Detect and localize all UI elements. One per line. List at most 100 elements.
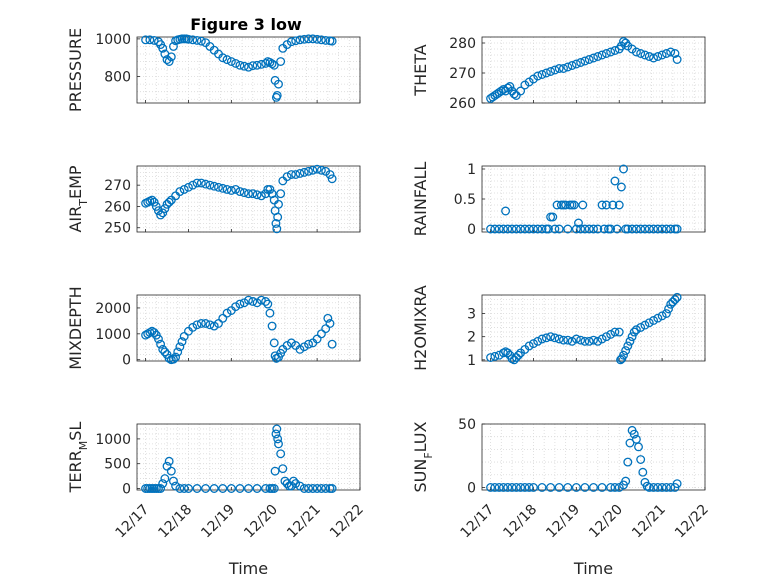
data-point bbox=[533, 71, 543, 81]
data-point bbox=[304, 484, 313, 493]
data-point bbox=[661, 224, 671, 234]
data-point bbox=[169, 41, 178, 51]
data-point bbox=[312, 484, 322, 493]
data-point bbox=[327, 484, 337, 493]
data-point bbox=[295, 481, 305, 491]
data-point bbox=[529, 339, 538, 349]
grid bbox=[482, 36, 706, 104]
data-point bbox=[158, 208, 168, 218]
y-axis-label-rest: LUX bbox=[411, 421, 430, 452]
data-point bbox=[503, 483, 513, 492]
x-tick-label: 12/17 bbox=[113, 502, 153, 542]
data-point bbox=[252, 190, 262, 200]
data-point bbox=[231, 58, 241, 68]
figure-title: Figure 3 low bbox=[190, 15, 302, 34]
x-tick-label: 12/20 bbox=[241, 502, 281, 542]
data-point bbox=[278, 464, 288, 474]
data-point bbox=[156, 484, 166, 493]
data-point bbox=[548, 212, 558, 222]
data-point bbox=[231, 302, 241, 312]
y-axis-label-subscript: T bbox=[77, 199, 90, 207]
data-point bbox=[498, 224, 508, 234]
data-point bbox=[511, 483, 521, 492]
data-point bbox=[269, 60, 279, 70]
data-point bbox=[201, 319, 211, 328]
data-point bbox=[308, 165, 318, 175]
data-point bbox=[546, 67, 556, 76]
data-point bbox=[580, 336, 590, 346]
data-point bbox=[559, 64, 568, 73]
data-point bbox=[501, 206, 511, 216]
data-point bbox=[670, 49, 680, 58]
data-point bbox=[576, 58, 586, 67]
data-point bbox=[552, 200, 562, 210]
data-point bbox=[584, 224, 594, 234]
x-tick-label: 12/22 bbox=[672, 502, 712, 542]
x-tick-label: 12/19 bbox=[198, 502, 238, 542]
data-point bbox=[636, 49, 646, 58]
data-point bbox=[606, 483, 616, 492]
data-point bbox=[537, 70, 547, 79]
data-point bbox=[546, 332, 556, 342]
subplot-air_temp: 250 260 270 AIRTEMP bbox=[66, 164, 361, 237]
data-point bbox=[272, 424, 282, 434]
data-point bbox=[627, 332, 637, 342]
y-tick-label: 500 bbox=[104, 457, 131, 473]
subplot-mixdepth: 0 1000 2000 MIXDEPTH bbox=[66, 286, 361, 370]
data-point bbox=[664, 304, 673, 314]
data-point bbox=[511, 224, 521, 234]
y-axis-label-rest: SL bbox=[66, 422, 85, 441]
data-point bbox=[642, 481, 652, 491]
data-point bbox=[192, 484, 202, 493]
data-point bbox=[616, 182, 626, 192]
data-point bbox=[507, 224, 517, 234]
data-point bbox=[316, 484, 326, 493]
data-point bbox=[214, 182, 223, 192]
data-point bbox=[640, 320, 650, 330]
data-point bbox=[273, 434, 283, 444]
y-tick-label: 50 bbox=[458, 417, 476, 433]
data-point bbox=[205, 320, 215, 330]
data-point bbox=[273, 212, 283, 222]
x-tick-label: 12/19 bbox=[543, 502, 583, 542]
data-point bbox=[179, 331, 189, 341]
series-markers bbox=[486, 425, 682, 492]
data-point bbox=[151, 202, 161, 211]
data-point bbox=[516, 86, 526, 96]
data-point bbox=[291, 170, 301, 179]
data-point bbox=[169, 476, 178, 486]
series-markers bbox=[141, 424, 337, 493]
data-point bbox=[657, 483, 667, 492]
y-tick-label: 2000 bbox=[95, 301, 131, 317]
data-point bbox=[563, 335, 573, 345]
data-point bbox=[640, 224, 650, 234]
data-point bbox=[644, 224, 654, 234]
data-point bbox=[599, 224, 609, 234]
y-tick-label: 0 bbox=[122, 353, 131, 369]
data-point bbox=[561, 200, 571, 210]
data-point bbox=[631, 325, 641, 335]
series-markers bbox=[486, 164, 682, 234]
data-point bbox=[244, 189, 253, 199]
data-point bbox=[576, 335, 586, 345]
data-point bbox=[593, 52, 603, 61]
data-point bbox=[636, 455, 646, 464]
data-point bbox=[325, 319, 335, 328]
data-point bbox=[267, 59, 277, 69]
data-point bbox=[312, 334, 322, 344]
data-point bbox=[644, 483, 654, 492]
data-point bbox=[166, 466, 176, 476]
data-point bbox=[631, 224, 641, 234]
data-point bbox=[610, 176, 620, 186]
data-point bbox=[226, 57, 236, 66]
data-point bbox=[166, 52, 176, 62]
data-point bbox=[589, 483, 598, 492]
data-point bbox=[209, 321, 219, 331]
data-point bbox=[201, 484, 211, 493]
data-point bbox=[289, 476, 298, 486]
data-point bbox=[672, 55, 682, 64]
data-point bbox=[533, 336, 543, 346]
data-point bbox=[601, 49, 611, 58]
y-tick-label: 0.5 bbox=[454, 192, 476, 208]
